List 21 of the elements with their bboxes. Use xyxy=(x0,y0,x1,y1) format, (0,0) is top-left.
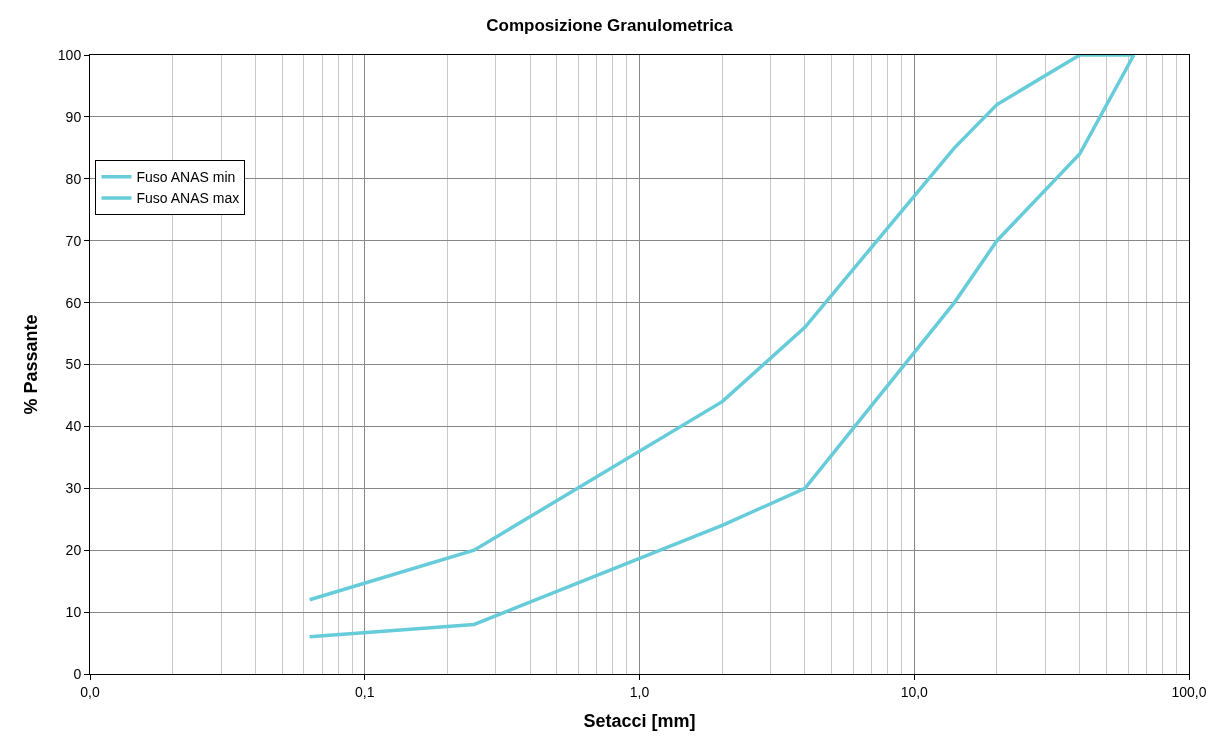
y-tick-label: 100 xyxy=(57,46,82,63)
y-tick-label: 80 xyxy=(65,170,82,187)
legend-label: Fuso ANAS min xyxy=(136,169,236,186)
x-tick-label: 1,0 xyxy=(629,683,650,700)
x-tick-label: 0,1 xyxy=(355,683,375,700)
y-tick-label: 50 xyxy=(65,356,82,373)
y-tick-label: 20 xyxy=(65,542,82,559)
legend-label: Fuso ANAS max xyxy=(136,190,240,207)
y-tick-label: 90 xyxy=(65,108,82,125)
x-tick-label: 100,0 xyxy=(1171,683,1207,700)
y-tick-label: 30 xyxy=(65,480,82,497)
y-tick-label: 0 xyxy=(73,665,82,682)
x-tick-label: 0,0 xyxy=(80,683,100,700)
chart-title: Composizione Granulometrica xyxy=(486,15,734,35)
y-axis-title: % Passante xyxy=(21,314,42,415)
y-tick-label: 70 xyxy=(65,232,82,249)
y-tick-label: 10 xyxy=(65,604,82,620)
x-axis-title: Setacci [mm] xyxy=(583,710,696,731)
x-tick-label: 10,0 xyxy=(900,683,929,700)
y-tick-label: 60 xyxy=(65,294,82,311)
y-tick-label: 40 xyxy=(65,418,82,435)
